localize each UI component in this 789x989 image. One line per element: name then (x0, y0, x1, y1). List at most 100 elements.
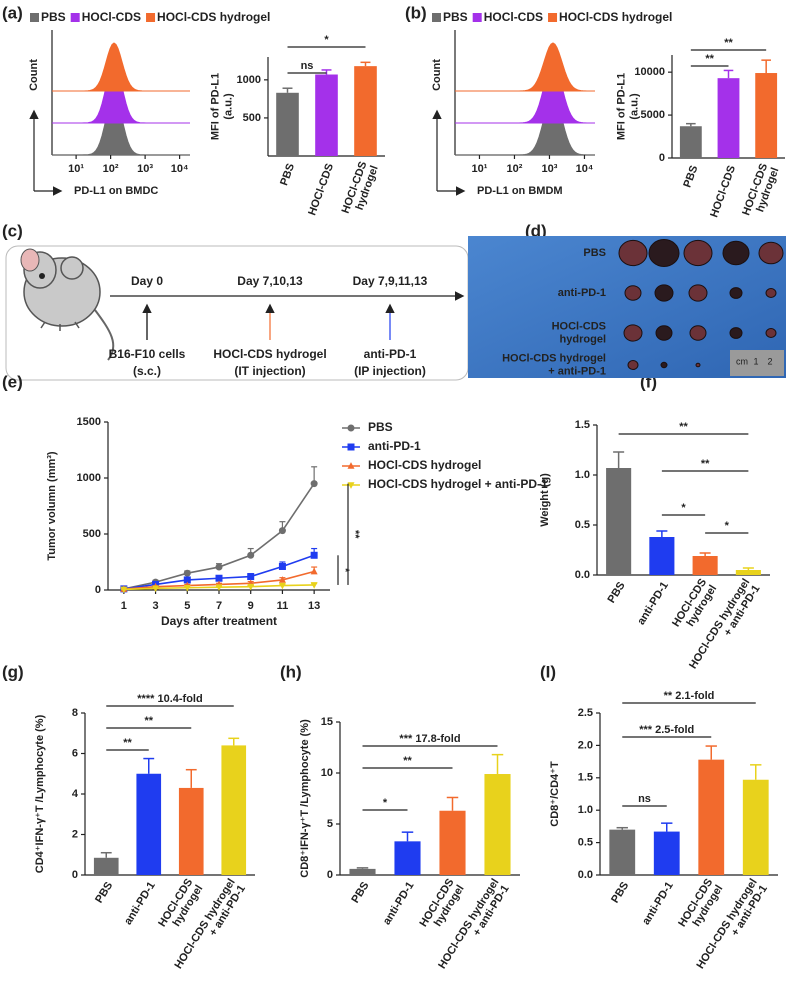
y-tick-label: 0 (327, 869, 333, 881)
x-tick-label: HOCl-CDShydrogel (740, 162, 781, 221)
legend-label: PBS (443, 10, 468, 24)
tumor (627, 360, 639, 370)
legend-swatch (432, 13, 441, 22)
point (247, 573, 255, 581)
y-tick-label: 0 (95, 584, 101, 596)
significance-label: ** (123, 737, 132, 749)
y-tick-label: 8 (72, 707, 78, 719)
ruler (730, 350, 784, 376)
legend-label: HOCl-CDS hydrogel (559, 10, 672, 24)
legend-swatch (70, 13, 80, 22)
panel-label: (a) (2, 3, 23, 22)
tumor (683, 239, 713, 267)
y-axis-label: Tumor volumn (mm³) (46, 451, 58, 561)
error-bar (228, 737, 240, 746)
bar (609, 829, 636, 875)
error-bar (656, 530, 668, 537)
bar (679, 126, 702, 158)
x-tick-label: 10³ (137, 163, 153, 175)
y-tick-label: 0 (659, 152, 665, 164)
error-bar (185, 768, 197, 788)
y-axis-label: Count (28, 59, 40, 91)
tumor (618, 239, 648, 267)
timeline-note: B16-F10 cells (109, 347, 186, 361)
y-axis-label-line: (a.u.) (628, 93, 640, 120)
bar (755, 73, 778, 158)
significance-label: ns (638, 793, 651, 805)
histogram-curve (455, 62, 595, 124)
bar (349, 868, 376, 875)
tumor (765, 288, 777, 298)
timeline-day: Day 7,10,13 (237, 274, 303, 288)
x-tick-label: 10¹ (68, 163, 84, 175)
y-tick-label: 1.5 (575, 419, 590, 431)
legend-swatch (472, 13, 482, 22)
significance-label: ** (705, 53, 714, 65)
x-axis-label: PD-L1 on BMDM (477, 185, 563, 197)
error-bar (723, 69, 734, 79)
error-bar (613, 451, 625, 468)
y-tick-label: 2 (72, 828, 78, 840)
x-tick-label: PBS (609, 880, 631, 906)
panel-label: (e) (2, 372, 23, 391)
significance-label: ** (701, 458, 710, 470)
x-tick-label: 11 (277, 600, 289, 612)
tumor (729, 327, 743, 339)
photo-row-label-line: PBS (583, 247, 606, 259)
panel-label: (I) (540, 662, 556, 681)
x-tick-label: 10³ (542, 163, 558, 175)
bar (717, 78, 740, 158)
legend-label: anti-PD-1 (368, 439, 421, 453)
timeline-note: anti-PD-1 (364, 347, 417, 361)
legend-marker (347, 462, 355, 469)
bar (692, 556, 718, 575)
timeline-note: (IP injection) (354, 364, 426, 378)
error-bar (100, 851, 112, 858)
x-tick-label: PBS (349, 880, 371, 906)
timeline-note: (IT injection) (234, 364, 305, 378)
error-bar (446, 796, 459, 811)
legend-label: HOCl-CDS (484, 10, 543, 24)
y-tick-label: 1000 (237, 74, 261, 86)
x-tick-label: 10² (507, 163, 523, 175)
x-tick-label-line: HOCl-CDS (306, 162, 336, 217)
y-axis-label: MFI of PD-L1(a.u.) (615, 73, 640, 140)
x-tick-label: 10² (103, 163, 119, 175)
y-tick-label: 0.0 (578, 869, 593, 881)
error-bar (761, 59, 771, 74)
y-tick-label: 15 (321, 716, 333, 728)
y-axis-label: CD8⁺IFN-γ⁺T /Lymphocyte (%) (299, 719, 311, 878)
error-bar (661, 822, 673, 832)
y-tick-label: 0.0 (575, 569, 590, 581)
x-tick-label-line: anti-PD-1 (381, 880, 417, 927)
point (247, 583, 255, 591)
x-tick-label: PBS (93, 880, 115, 906)
legend-swatch (146, 13, 156, 22)
x-tick-label: 13 (308, 600, 320, 612)
y-tick-label: 0.5 (575, 519, 590, 531)
photo-row-label-line: anti-PD-1 (558, 287, 606, 299)
point (278, 527, 286, 535)
tumor (660, 361, 668, 369)
significance-label: ** (403, 755, 412, 767)
photo-row-label-line: hydrogel (560, 333, 606, 345)
x-tick-label: anti-PD-1 (381, 880, 417, 927)
point (215, 574, 223, 582)
x-tick-label: PBS (278, 162, 297, 187)
y-axis-label-line: MFI of PD-L1 (615, 73, 627, 140)
x-tick-label: 10⁴ (171, 163, 189, 175)
x-tick-label-line: anti-PD-1 (635, 580, 671, 627)
timeline-day: Day 7,9,11,13 (353, 274, 428, 288)
x-tick-label-line: PBS (278, 162, 297, 187)
y-axis-label: MFI of PD-L1(a.u.) (209, 73, 234, 140)
x-tick-label: HOCl-CDS (306, 162, 336, 217)
tumor (654, 284, 674, 302)
y-tick-label: 500 (243, 112, 261, 124)
bar (742, 779, 769, 875)
x-tick-label-line: PBS (349, 880, 371, 906)
y-axis-label: CD8⁺/CD4⁺T (549, 761, 561, 827)
x-tick-label: anti-PD-1 (122, 880, 158, 927)
x-tick-label: 9 (248, 600, 254, 612)
y-tick-label: 2.0 (578, 739, 593, 751)
